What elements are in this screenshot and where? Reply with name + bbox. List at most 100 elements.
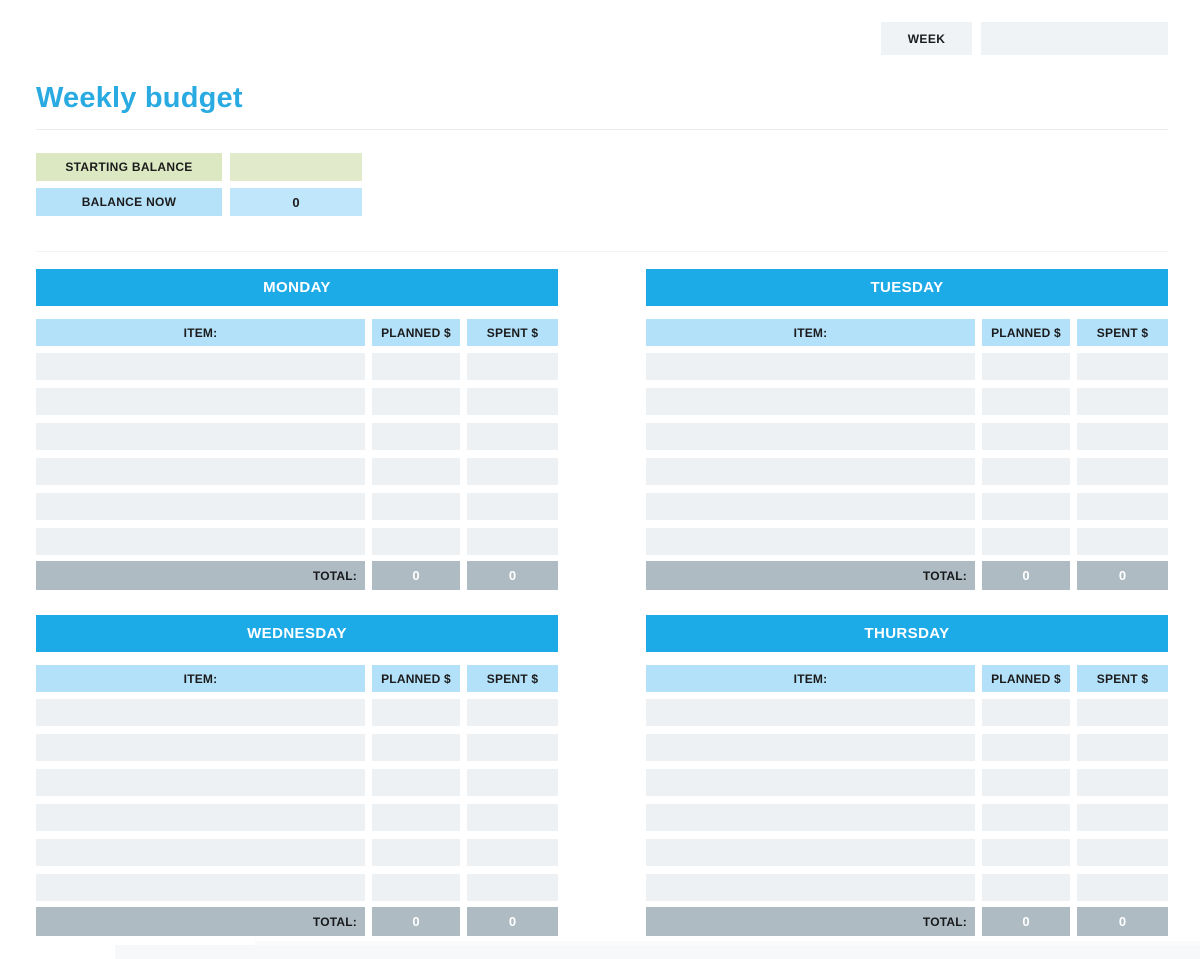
table-rows (646, 699, 1168, 901)
item-cell[interactable] (36, 528, 365, 555)
item-cell[interactable] (36, 734, 365, 761)
item-cell[interactable] (36, 699, 365, 726)
column-header-row: ITEM: PLANNED $ SPENT $ (646, 319, 1168, 346)
starting-balance-field[interactable] (230, 153, 362, 181)
total-planned-value: 0 (372, 907, 460, 936)
table-row (646, 839, 1168, 866)
planned-cell[interactable] (982, 423, 1070, 450)
item-cell[interactable] (646, 699, 975, 726)
planned-cell[interactable] (982, 528, 1070, 555)
item-cell[interactable] (36, 353, 365, 380)
item-cell[interactable] (646, 528, 975, 555)
day-header: MONDAY (36, 269, 558, 306)
item-cell[interactable] (646, 353, 975, 380)
day-header: THURSDAY (646, 615, 1168, 652)
balance-section: STARTING BALANCE BALANCE NOW 0 (36, 153, 1200, 216)
spent-cell[interactable] (467, 804, 558, 831)
item-cell[interactable] (36, 804, 365, 831)
planned-cell[interactable] (982, 734, 1070, 761)
day-table: MONDAY ITEM: PLANNED $ SPENT $ TOTAL: 0 … (36, 269, 558, 590)
planned-cell[interactable] (372, 874, 460, 901)
planned-cell[interactable] (372, 388, 460, 415)
spent-cell[interactable] (467, 353, 558, 380)
planned-cell[interactable] (372, 493, 460, 520)
item-cell[interactable] (646, 839, 975, 866)
bottom-edge-strip (115, 941, 1200, 959)
spent-cell[interactable] (467, 769, 558, 796)
planned-cell[interactable] (372, 353, 460, 380)
table-row (36, 423, 558, 450)
spent-cell[interactable] (1077, 839, 1168, 866)
spent-cell[interactable] (467, 528, 558, 555)
spent-cell[interactable] (467, 458, 558, 485)
item-cell[interactable] (646, 734, 975, 761)
item-cell[interactable] (36, 458, 365, 485)
balance-now-label: BALANCE NOW (36, 188, 222, 216)
spent-cell[interactable] (467, 423, 558, 450)
planned-cell[interactable] (372, 458, 460, 485)
table-row (646, 874, 1168, 901)
spent-cell[interactable] (1077, 734, 1168, 761)
spent-cell[interactable] (1077, 769, 1168, 796)
spent-cell[interactable] (467, 699, 558, 726)
item-cell[interactable] (646, 423, 975, 450)
day-header: TUESDAY (646, 269, 1168, 306)
item-cell[interactable] (36, 423, 365, 450)
planned-cell[interactable] (372, 734, 460, 761)
spent-cell[interactable] (467, 734, 558, 761)
spent-cell[interactable] (1077, 388, 1168, 415)
planned-cell[interactable] (982, 769, 1070, 796)
starting-balance-label: STARTING BALANCE (36, 153, 222, 181)
spent-cell[interactable] (1077, 528, 1168, 555)
total-row: TOTAL: 0 0 (646, 561, 1168, 590)
total-row: TOTAL: 0 0 (36, 561, 558, 590)
item-cell[interactable] (646, 493, 975, 520)
spent-cell[interactable] (467, 839, 558, 866)
item-cell[interactable] (646, 458, 975, 485)
column-header-row: ITEM: PLANNED $ SPENT $ (646, 665, 1168, 692)
table-row (646, 353, 1168, 380)
item-cell[interactable] (36, 769, 365, 796)
item-cell[interactable] (36, 388, 365, 415)
item-cell[interactable] (646, 804, 975, 831)
spent-cell[interactable] (467, 493, 558, 520)
planned-cell[interactable] (982, 804, 1070, 831)
spent-cell[interactable] (1077, 458, 1168, 485)
spent-cell[interactable] (1077, 423, 1168, 450)
planned-cell[interactable] (982, 839, 1070, 866)
table-rows (646, 353, 1168, 555)
planned-cell[interactable] (372, 839, 460, 866)
planned-cell[interactable] (982, 874, 1070, 901)
item-cell[interactable] (36, 839, 365, 866)
title-divider (36, 129, 1168, 130)
planned-cell[interactable] (982, 458, 1070, 485)
planned-cell[interactable] (982, 699, 1070, 726)
spent-cell[interactable] (467, 388, 558, 415)
planned-cell[interactable] (372, 423, 460, 450)
planned-cell[interactable] (372, 699, 460, 726)
item-cell[interactable] (646, 388, 975, 415)
item-cell[interactable] (36, 874, 365, 901)
planned-cell[interactable] (372, 769, 460, 796)
column-header-row: ITEM: PLANNED $ SPENT $ (36, 319, 558, 346)
week-value-field[interactable] (981, 22, 1168, 55)
spent-cell[interactable] (1077, 804, 1168, 831)
planned-cell[interactable] (982, 388, 1070, 415)
spent-cell[interactable] (1077, 353, 1168, 380)
item-cell[interactable] (646, 769, 975, 796)
item-column-header: ITEM: (36, 319, 365, 346)
planned-cell[interactable] (372, 804, 460, 831)
planned-cell[interactable] (982, 493, 1070, 520)
table-row (36, 528, 558, 555)
spent-cell[interactable] (1077, 699, 1168, 726)
table-row (646, 769, 1168, 796)
spent-cell[interactable] (1077, 493, 1168, 520)
spent-cell[interactable] (467, 874, 558, 901)
table-row (646, 423, 1168, 450)
item-cell[interactable] (36, 493, 365, 520)
item-cell[interactable] (646, 874, 975, 901)
planned-cell[interactable] (372, 528, 460, 555)
table-row (646, 528, 1168, 555)
planned-cell[interactable] (982, 353, 1070, 380)
spent-cell[interactable] (1077, 874, 1168, 901)
